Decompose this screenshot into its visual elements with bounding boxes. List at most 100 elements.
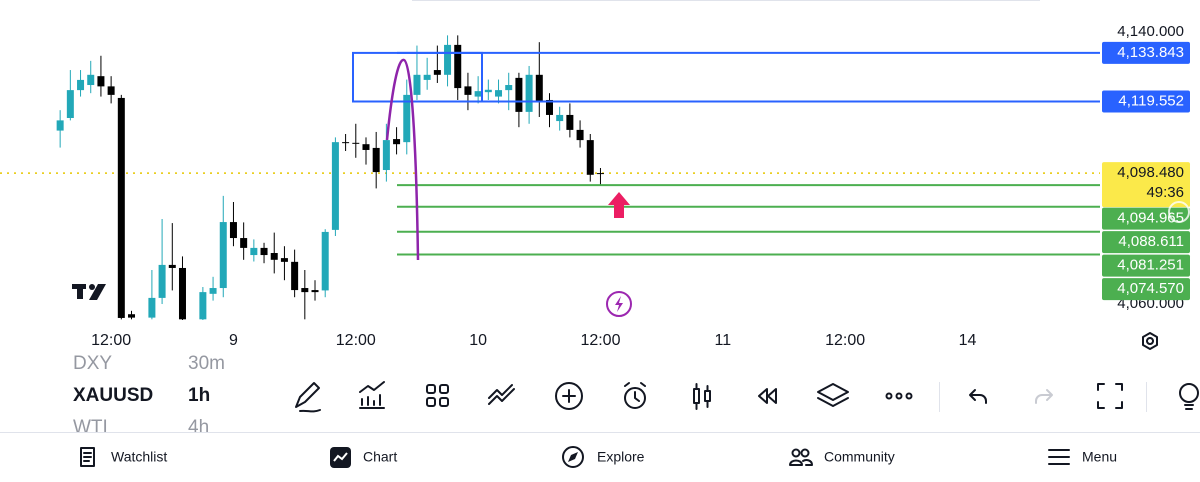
level-price-box [1102,231,1190,254]
candle-body [219,222,227,289]
candle-body [260,247,268,256]
symbol-row[interactable]: DXY 30m [73,353,225,374]
level-price-box [1102,90,1190,113]
candle-body [117,97,125,318]
layout-tool[interactable] [426,384,449,407]
current-price-box [1102,162,1190,208]
candle-body [423,74,431,80]
arrow-drawing [608,192,630,218]
event-icon[interactable] [606,291,632,317]
candle-body [250,247,258,256]
countdown-label: 49:36 [1146,184,1184,201]
symbol-interval: 4h [188,417,209,438]
level-price-box [1102,278,1190,301]
candle-body [464,86,472,95]
nav-label[interactable]: Explore [597,449,645,465]
candle-body [229,222,237,239]
level-price-box [1102,207,1190,230]
candle-body [413,74,421,95]
symbol-interval: 30m [188,353,225,374]
chart-icon[interactable] [330,447,351,468]
layers-tool[interactable] [817,383,849,407]
candle-body [352,142,360,144]
candle-body [403,94,411,143]
indicators-tool[interactable] [359,381,385,409]
candle-body [535,74,543,103]
symbol-interval: 1h [188,385,210,406]
candle-body [291,261,299,291]
level-price-label: 4,133.843 [1117,44,1184,61]
x-tick-label: 12:00 [825,332,865,349]
symbol-row[interactable]: XAUUSD 1h [73,385,210,406]
candle-body [97,76,105,87]
candle-body [331,142,339,230]
candle-body [495,90,503,97]
candle-body [128,314,136,318]
nav-label[interactable]: Watchlist [111,449,167,465]
candle-body [56,120,64,131]
candle-body [301,288,309,293]
alert-tool[interactable] [624,382,646,409]
level-price-label: 4,074.570 [1117,280,1184,297]
candle-body [586,140,594,175]
symbol-name: WTI [73,417,108,438]
replay-tool[interactable] [758,388,777,404]
x-tick-label: 10 [469,332,487,349]
menu-icon[interactable] [1048,449,1070,465]
compare-tool[interactable] [488,384,515,405]
nav-label[interactable]: Menu [1082,449,1117,465]
settings-icon[interactable] [1142,332,1158,350]
bottom-nav: Watchlist Chart Explore Community Menu [111,449,1117,465]
candle-body [270,253,278,260]
symbol-name: DXY [73,353,112,374]
community-icon[interactable] [789,448,813,466]
arc-drawing [385,58,420,261]
candle-body [362,144,370,150]
nav-label[interactable]: Community [824,449,895,465]
nav-icons [80,446,1070,468]
symbol-row[interactable]: WTI 4h [73,417,209,438]
draw-tool[interactable] [295,382,321,413]
level-price-box [1102,41,1190,64]
current-price-label: 4,098.480 [1117,164,1184,181]
undo-tool[interactable] [969,389,987,404]
candle-body [596,173,604,175]
fullscreen-tool[interactable] [1097,383,1123,409]
level-price-label: 4,119.552 [1118,92,1184,109]
tv-logo [72,284,106,300]
candle-body [372,147,380,173]
x-tick-label: 12:00 [336,332,376,349]
candle-body [515,77,523,112]
candle-body [178,267,186,320]
candle-body [382,140,390,171]
x-tick-label: 12:00 [580,332,620,349]
watchlist-icon[interactable] [80,447,95,467]
candle-body [525,74,533,112]
candle-body [87,74,95,86]
add-tool[interactable] [555,382,583,410]
more-tool[interactable] [885,392,913,400]
x-tick-label: 12:00 [91,332,131,349]
explore-icon[interactable] [562,446,584,468]
ideas-tool[interactable] [1179,383,1199,410]
candle-body [240,238,248,248]
candle-body [576,129,584,141]
redo-tool[interactable] [1035,389,1053,404]
candle-body [66,90,74,119]
candle-body [342,142,350,144]
level-price-label: 4,081.251 [1117,257,1184,274]
scroll-handle[interactable] [1168,201,1190,223]
candle-body [280,258,288,262]
candle-body [454,44,462,89]
candle-body [311,290,319,293]
bar-style-tool[interactable] [693,383,711,410]
candle-body [505,85,513,91]
x-tick-label: 11 [714,332,731,349]
candle-body [556,114,564,122]
level-price-label: 4,094.965 [1117,210,1184,227]
candle-body [321,231,329,291]
x-tick-label: 9 [229,332,238,349]
nav-label[interactable]: Chart [363,449,397,465]
